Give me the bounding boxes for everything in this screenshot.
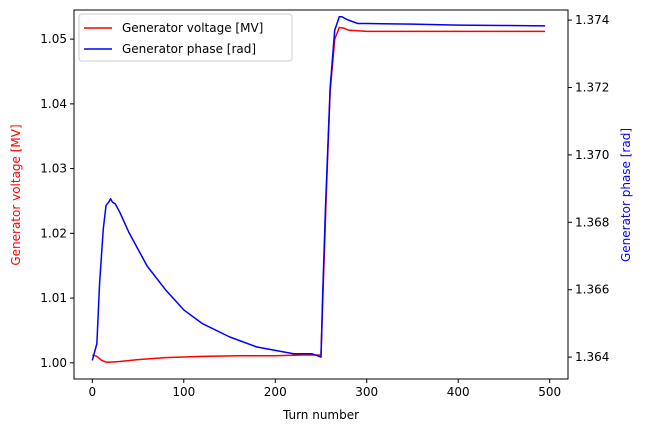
x-axis-title: Turn number	[282, 408, 359, 422]
x-tick-label: 400	[447, 385, 470, 399]
x-tick-label: 100	[172, 385, 195, 399]
right-y-tick-label: 1.366	[575, 283, 609, 297]
x-axis-ticks: 0 100 200 300 400 500	[88, 379, 561, 399]
left-y-axis-title: Generator voltage [MV]	[9, 124, 23, 265]
x-tick-label: 500	[538, 385, 561, 399]
right-y-tick-label: 1.364	[575, 350, 609, 364]
right-y-axis-ticks: 1.364 1.366 1.368 1.370 1.372 1.374	[568, 13, 609, 364]
right-y-tick-label: 1.368	[575, 215, 609, 229]
left-y-tick-label: 1.03	[40, 162, 67, 176]
right-y-axis-title: Generator phase [rad]	[619, 128, 633, 262]
left-y-axis-ticks: 1.00 1.01 1.02 1.03 1.04 1.05	[40, 32, 74, 370]
legend-box	[78, 13, 293, 62]
series-line-generator-voltage	[92, 26, 546, 363]
series-layer	[91, 15, 546, 363]
x-tick-label: 200	[264, 385, 287, 399]
right-y-tick-label: 1.374	[575, 13, 609, 27]
right-y-tick-label: 1.370	[575, 148, 609, 162]
x-tick-label: 0	[88, 385, 96, 399]
legend-label-voltage: Generator voltage [MV]	[122, 21, 263, 35]
plot-frame	[73, 9, 569, 380]
x-tick-label: 300	[355, 385, 378, 399]
series-line-generator-phase	[91, 15, 546, 361]
left-y-tick-label: 1.04	[40, 97, 67, 111]
legend-label-phase: Generator phase [rad]	[122, 42, 256, 56]
left-y-tick-label: 1.00	[40, 356, 67, 370]
legend: Generator voltage [MV] Generator phase […	[78, 13, 293, 62]
left-y-tick-label: 1.05	[40, 32, 67, 46]
left-y-tick-label: 1.01	[40, 291, 67, 305]
left-y-tick-label: 1.02	[40, 226, 67, 240]
right-y-tick-label: 1.372	[575, 81, 609, 95]
